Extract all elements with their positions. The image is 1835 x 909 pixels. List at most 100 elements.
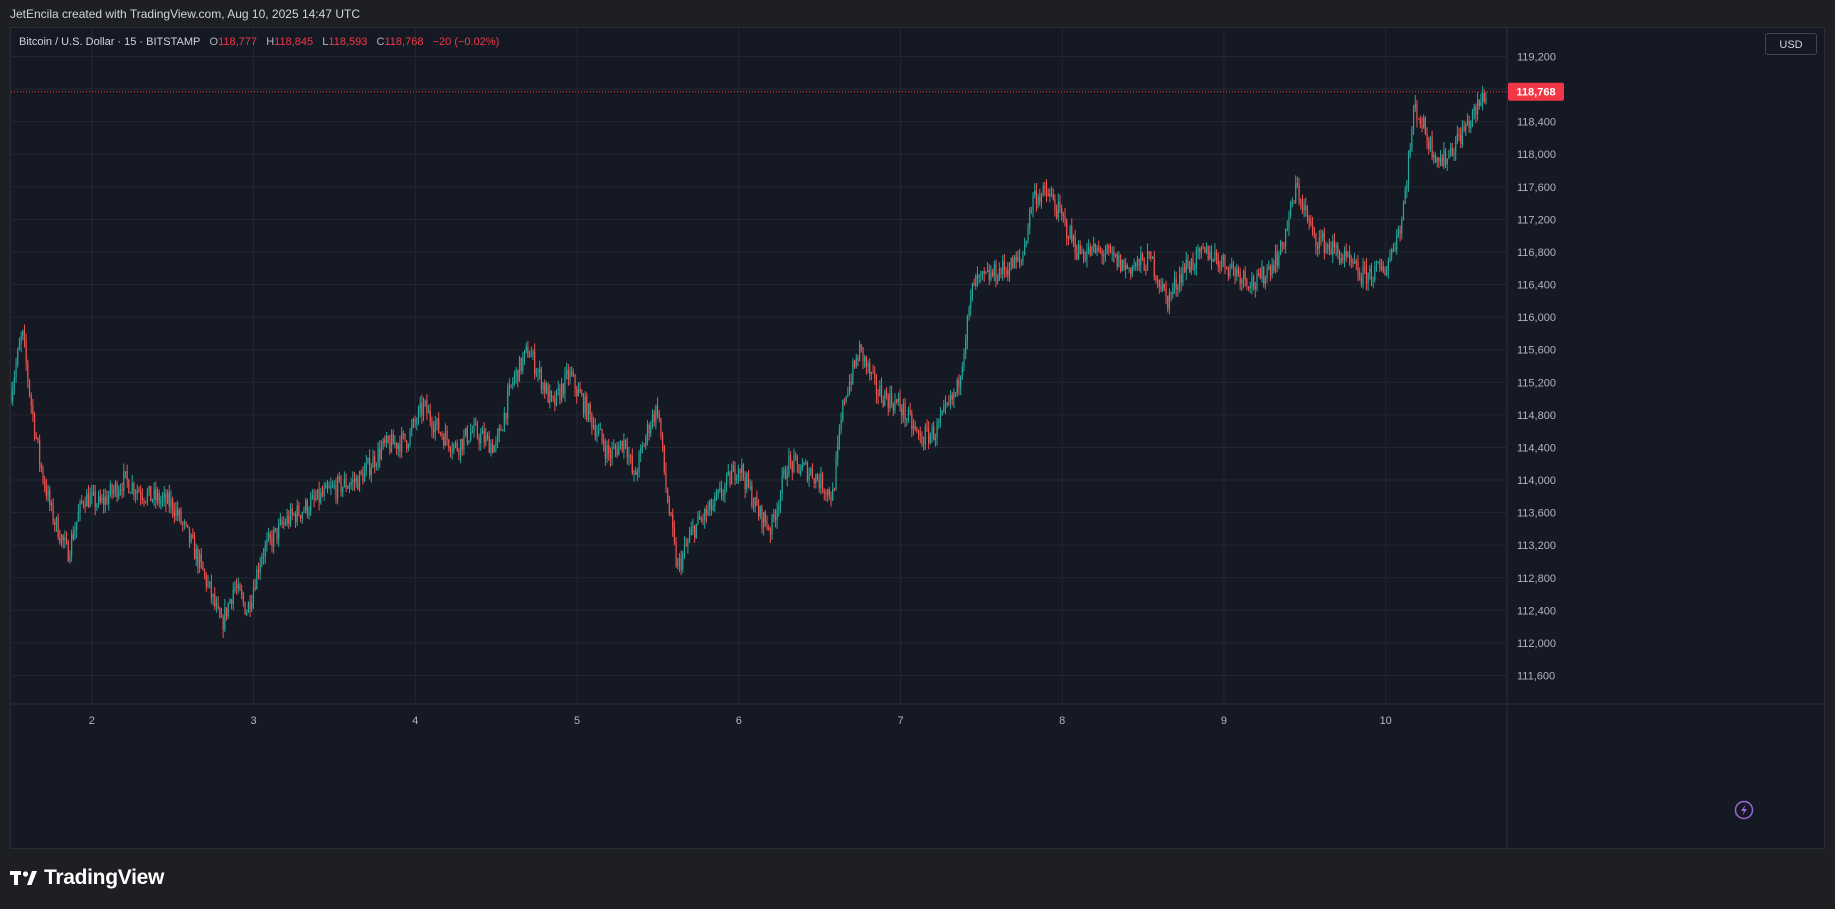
candle-body [1057,201,1059,218]
candle-body [94,491,96,508]
candle-body [1296,183,1298,185]
candle-body [321,492,324,496]
candle-body [995,264,997,282]
candle-body [345,478,347,489]
candle-body [589,403,591,414]
candle-body [700,518,702,520]
candle-body [897,397,899,403]
candle-body [547,384,549,403]
candle-body [752,506,755,508]
candle-body [160,500,162,504]
candle-body [692,526,694,530]
candle-body [1221,260,1223,268]
candle-body [1409,148,1411,156]
candle-body [67,542,69,562]
candle-body [1254,286,1256,290]
candle-body [640,448,642,454]
candle-body [608,445,610,454]
candle-body [172,498,174,511]
candle-body [1423,117,1425,129]
candle-body [382,439,384,448]
candle-body [1278,254,1280,267]
candle-body [269,534,271,538]
candle-body [202,562,204,571]
candle-body [1005,270,1007,272]
candle-body [562,383,564,395]
candle-body [953,392,955,400]
candle-body [1323,232,1325,253]
candle-body [1150,252,1152,259]
candle-body [429,410,431,422]
candle-body [922,444,925,446]
candle-body [545,384,548,394]
candle-body [355,477,357,483]
candle-body [720,487,723,496]
lightning-icon[interactable] [1733,799,1755,821]
candle-body [887,396,889,409]
candle-body [1394,249,1396,251]
candle-body [123,471,125,492]
candle-body [301,512,303,519]
candlestick-chart[interactable]: 111,600 112,000 112,400 112,800 113,200 113,6… [11,28,1824,848]
candle-body [601,429,603,441]
candle-body [1300,199,1302,203]
candle-body [131,483,133,493]
candle-body [392,434,394,445]
candle-body [813,478,815,484]
candle-body [1370,268,1373,281]
candle-body [985,271,987,274]
candle-body [697,515,699,524]
candle-body [902,403,904,416]
candle-body [821,473,824,492]
candle-body [1183,266,1186,273]
candle-body [1404,189,1406,204]
candle-body [941,411,943,416]
candle-body [456,442,458,451]
candle-body [1406,184,1408,190]
candle-body [1355,261,1357,263]
footer-brand: TradingView [10,863,164,893]
candle-body [523,350,526,358]
candle-body [220,616,223,618]
candle-body [963,353,965,367]
candle-body [262,556,265,558]
candle-body [566,370,568,373]
candle-body [397,443,399,449]
candle-body [1101,250,1103,257]
candle-body [23,330,26,342]
x-tick-label: 9 [1221,715,1227,727]
candle-body [12,388,14,402]
candle-body [1007,270,1009,276]
candle-body [1113,251,1115,257]
currency-button[interactable]: USD [1765,33,1817,55]
candle-body [13,377,15,389]
candle-body [818,480,820,489]
candle-body [1247,286,1250,289]
candle-body [348,485,351,488]
candle-body [694,526,696,538]
candle-body [1059,201,1061,209]
candle-body [685,545,687,547]
candle-body [992,272,994,277]
candle-body [656,405,659,415]
chart-frame[interactable]: 111,600 112,000 112,400 112,800 113,200 113,6… [10,27,1825,849]
candle-body [518,357,521,382]
candle-body [394,442,396,445]
candle-body [631,457,633,473]
candle-body [961,366,963,376]
candle-body [1407,155,1410,185]
candle-body [1141,253,1144,260]
candle-body [1135,262,1137,267]
candle-body [1246,279,1248,287]
candle-body [1281,241,1283,246]
candle-body [599,429,601,431]
candle-body [362,473,364,483]
candle-body [1045,187,1048,195]
candle-body [1391,249,1393,255]
brand-name: TradingView [44,866,165,889]
candle-body [847,393,849,397]
candle-body [549,390,551,403]
candle-body [729,471,731,485]
y-tick-label: 116,800 [1517,247,1556,259]
candle-body [204,570,206,575]
